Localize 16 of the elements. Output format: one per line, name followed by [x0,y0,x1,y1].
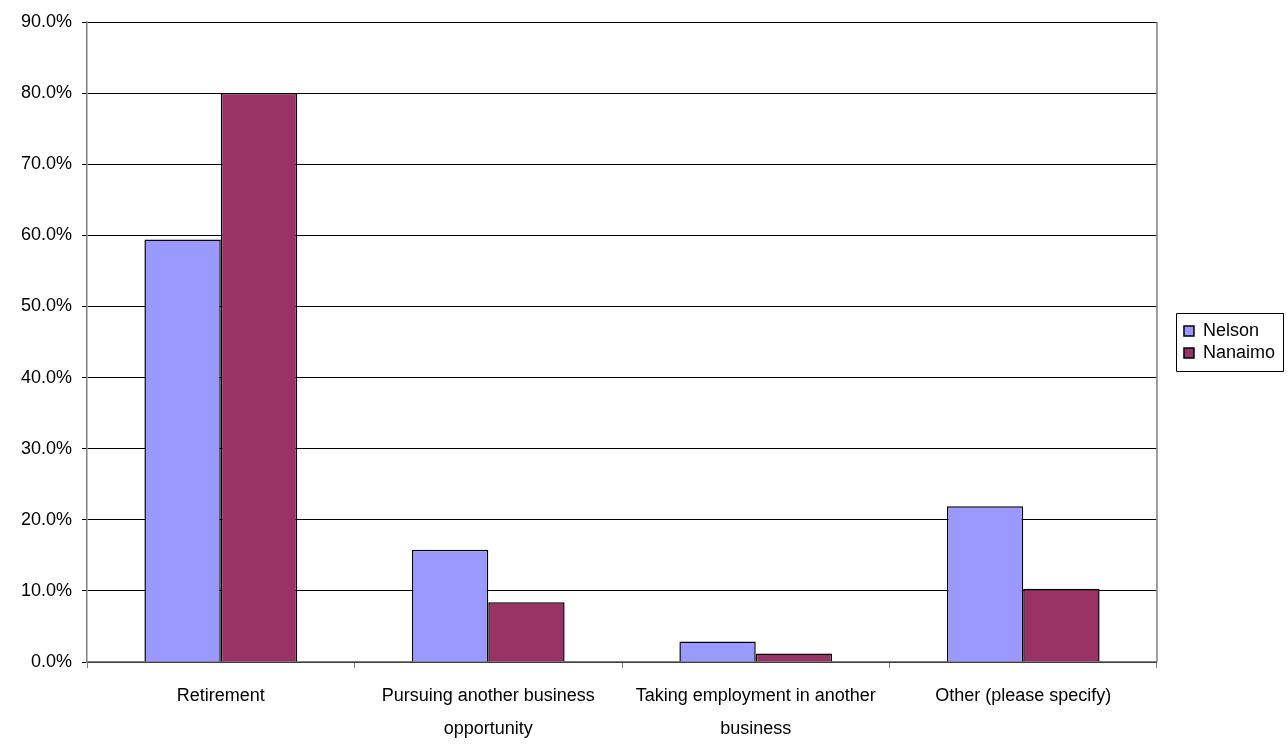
y-tick-label: 30.0% [20,437,73,458]
y-tick-label: 50.0% [20,295,73,316]
x-tick-label: Retirement [176,685,265,706]
legend-label: Nelson [1202,319,1259,340]
x-tick-label: Taking employment in another business [635,685,876,739]
x-tick-label: Other (please specify) [935,685,1112,706]
x-tick-label: Pursuing another business opportunity [381,685,595,739]
y-tick-label: 60.0% [20,224,73,245]
y-tick-label: 10.0% [20,579,73,600]
y-tick-label: 90.0% [20,10,73,31]
y-tick-label: 40.0% [20,366,73,387]
legend-label: Nanaimo [1202,341,1276,362]
y-tick-label: 70.0% [20,153,73,174]
y-tick-label: 80.0% [20,82,73,103]
y-tick-label: 20.0% [20,508,73,529]
y-tick-label: 0.0% [31,650,73,671]
